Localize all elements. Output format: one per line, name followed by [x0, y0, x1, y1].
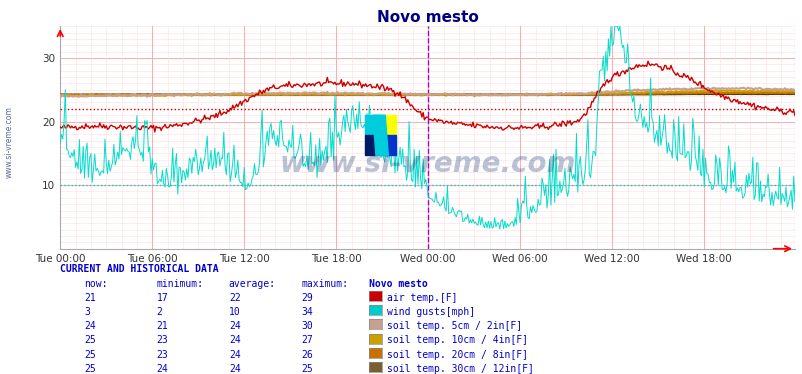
Text: 30: 30 — [301, 321, 313, 331]
Text: soil temp. 10cm / 4in[F]: soil temp. 10cm / 4in[F] — [387, 335, 528, 346]
Text: wind gusts[mph]: wind gusts[mph] — [387, 307, 475, 317]
Text: soil temp. 20cm / 8in[F]: soil temp. 20cm / 8in[F] — [387, 350, 528, 360]
Text: soil temp. 30cm / 12in[F]: soil temp. 30cm / 12in[F] — [387, 364, 533, 374]
Text: 21: 21 — [156, 321, 168, 331]
Text: 23: 23 — [156, 350, 168, 360]
Text: air temp.[F]: air temp.[F] — [387, 293, 457, 303]
Text: 23: 23 — [156, 335, 168, 346]
Text: 25: 25 — [84, 364, 96, 374]
Text: CURRENT AND HISTORICAL DATA: CURRENT AND HISTORICAL DATA — [60, 264, 219, 274]
Text: 27: 27 — [301, 335, 313, 346]
Text: Novo mesto: Novo mesto — [369, 279, 427, 289]
Text: 34: 34 — [301, 307, 313, 317]
Bar — [365, 115, 380, 135]
Text: average:: average: — [229, 279, 276, 289]
Bar — [380, 115, 395, 135]
Text: 10: 10 — [229, 307, 241, 317]
Text: www.si-vreme.com: www.si-vreme.com — [279, 150, 575, 178]
Polygon shape — [372, 115, 388, 155]
Text: www.si-vreme.com: www.si-vreme.com — [5, 106, 14, 178]
Text: 25: 25 — [84, 350, 96, 360]
Text: 24: 24 — [84, 321, 96, 331]
Text: 25: 25 — [301, 364, 313, 374]
Text: 24: 24 — [229, 350, 241, 360]
Text: 24: 24 — [229, 321, 241, 331]
Text: 2: 2 — [156, 307, 162, 317]
Text: 24: 24 — [229, 335, 241, 346]
Text: 24: 24 — [229, 364, 241, 374]
Text: 3: 3 — [84, 307, 90, 317]
Text: 25: 25 — [84, 335, 96, 346]
Text: 21: 21 — [84, 293, 96, 303]
Text: 22: 22 — [229, 293, 241, 303]
Text: 17: 17 — [156, 293, 168, 303]
Text: 24: 24 — [156, 364, 168, 374]
Title: Novo mesto: Novo mesto — [376, 10, 478, 25]
Text: maximum:: maximum: — [301, 279, 348, 289]
Text: 29: 29 — [301, 293, 313, 303]
Text: 26: 26 — [301, 350, 313, 360]
Text: soil temp. 5cm / 2in[F]: soil temp. 5cm / 2in[F] — [387, 321, 521, 331]
Text: minimum:: minimum: — [156, 279, 204, 289]
Bar — [380, 135, 395, 155]
Bar — [365, 135, 380, 155]
Text: now:: now: — [84, 279, 107, 289]
